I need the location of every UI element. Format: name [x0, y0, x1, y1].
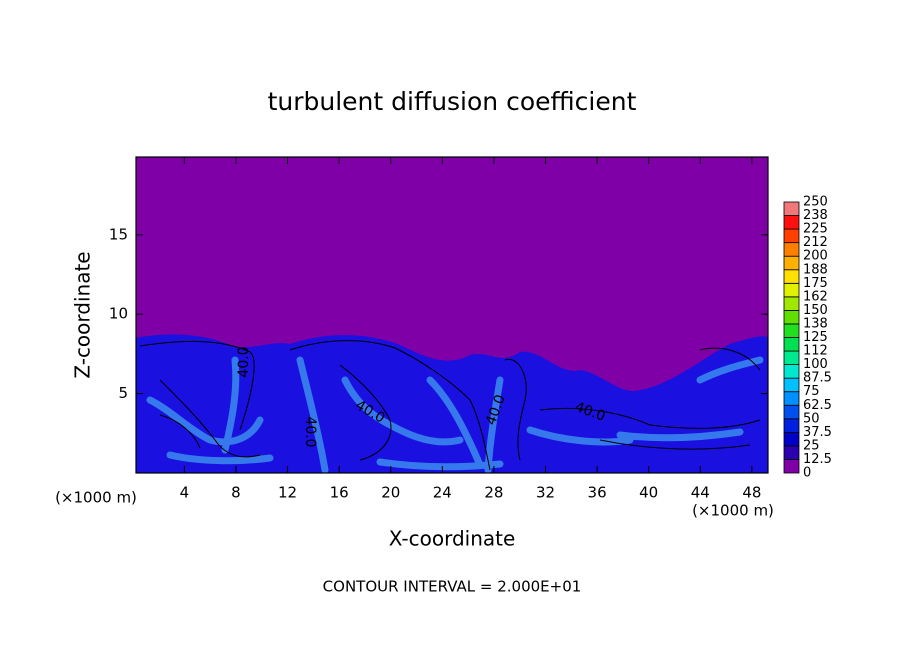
x-tick-label: 24 — [433, 484, 452, 502]
colorbar-box — [783, 404, 800, 420]
x-tick-label: 16 — [330, 484, 349, 502]
colorbar-label: 162 — [803, 289, 828, 304]
colorbar-box — [783, 391, 800, 406]
y-tick-label: 10 — [109, 305, 128, 323]
colorbar-box — [783, 228, 800, 244]
x-tick-label: 28 — [484, 484, 503, 502]
colorbar-label: 25 — [803, 438, 820, 453]
colorbar-label: 188 — [803, 262, 828, 277]
field-streaks — [146, 356, 764, 474]
colorbar-box — [783, 269, 800, 284]
colorbar-box — [783, 459, 800, 474]
colorbar-label: 250 — [803, 195, 828, 210]
colorbar-label: 100 — [803, 357, 828, 372]
colorbar-label: 87.5 — [803, 371, 832, 386]
x-tick-label: 8 — [231, 484, 241, 502]
x-tick-label: 4 — [180, 484, 190, 502]
colorbar-label: 12.5 — [803, 452, 832, 467]
colorbar-box — [783, 431, 800, 447]
field — [136, 157, 768, 474]
colorbar-box — [783, 445, 800, 460]
x-tick-label: 20 — [381, 484, 400, 502]
colorbar-label: 0 — [803, 466, 811, 481]
contour-label: 40.0 — [302, 416, 318, 447]
x-unit-left: (×1000 m) — [55, 489, 137, 507]
colorbar-box — [783, 255, 800, 271]
colorbar-box — [783, 282, 800, 298]
colorbar-label: 125 — [803, 330, 828, 345]
colorbar-box — [783, 323, 800, 338]
colorbar-box — [783, 242, 800, 257]
colorbar-box — [783, 201, 800, 216]
chart-title: turbulent diffusion coefficient — [268, 87, 637, 116]
colorbar-box — [783, 215, 800, 230]
colorbar-label: 112 — [803, 344, 828, 359]
x-tick-label: 12 — [278, 484, 297, 502]
colorbar-label: 37.5 — [803, 425, 832, 440]
x-axis-label: X-coordinate — [389, 527, 516, 551]
colorbar-box — [783, 337, 800, 352]
colorbar-label: 238 — [803, 208, 828, 223]
y-tick-label: 5 — [118, 384, 128, 402]
x-tick-label: 48 — [742, 484, 761, 502]
colorbar-box — [783, 377, 800, 393]
colorbar-label: 50 — [803, 411, 820, 426]
y-axis-label: Z-coordinate — [71, 251, 95, 378]
y-tick-label: 15 — [109, 225, 128, 243]
colorbar-label: 138 — [803, 316, 828, 331]
contour-label: 40.0 — [236, 346, 252, 377]
x-tick-label: 32 — [536, 484, 555, 502]
colorbar-label: 225 — [803, 222, 828, 237]
colorbar-box — [783, 296, 800, 311]
x-tick-label: 44 — [691, 484, 710, 502]
colorbar-label: 150 — [803, 303, 828, 318]
colorbar-label: 75 — [803, 384, 820, 399]
field-contours — [139, 340, 761, 471]
colorbar-label: 200 — [803, 249, 828, 264]
colorbar-box — [783, 309, 800, 325]
colorbar-box — [783, 418, 800, 433]
x-tick-label: 40 — [639, 484, 658, 502]
colorbar-box — [783, 350, 800, 365]
x-tick-label: 36 — [588, 484, 607, 502]
colorbar-label: 212 — [803, 235, 828, 250]
colorbar-label: 62.5 — [803, 398, 832, 413]
plot-frame — [135, 156, 769, 474]
footer: CONTOUR INTERVAL = 2.000E+01 — [323, 578, 582, 596]
x-unit-right: (×1000 m) — [692, 502, 774, 520]
colorbar-box — [783, 364, 800, 379]
colorbar-label: 175 — [803, 276, 828, 291]
